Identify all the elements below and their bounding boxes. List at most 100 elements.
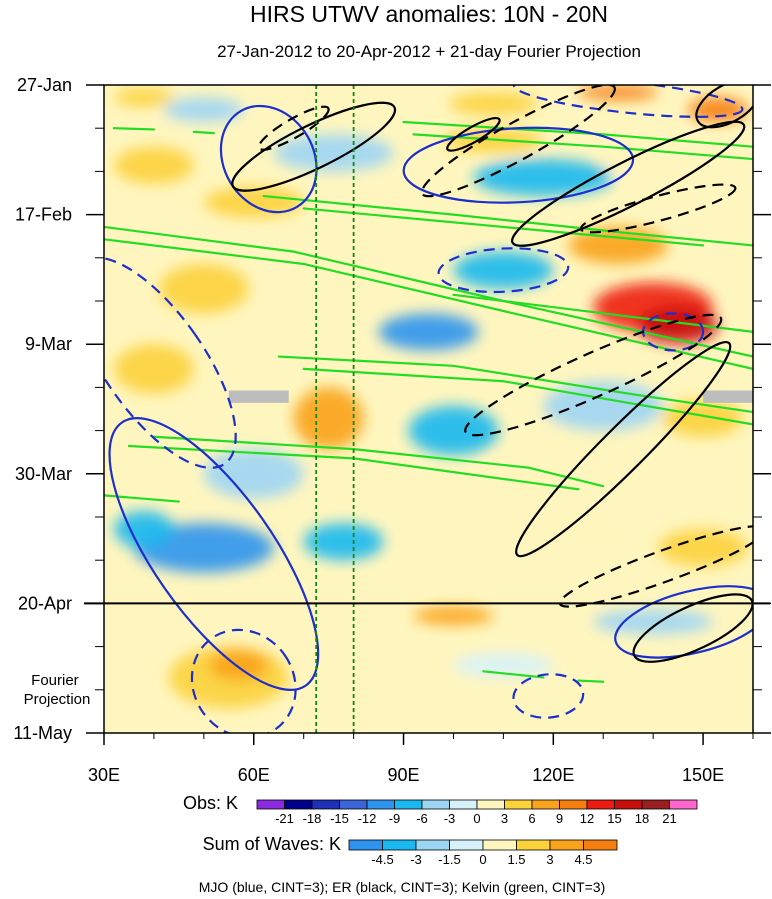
mjo-contour [219,104,318,214]
legend-tick-label: -4.5 [371,852,393,867]
legend-swatch [583,839,618,851]
plot-area [104,85,753,733]
legend-tick-label: -12 [358,811,377,826]
anomaly-patch [453,251,554,289]
legend-tick-label: 4.5 [574,852,592,867]
kelvin-contour [277,355,753,414]
y-tick-label: 20-Apr [18,593,72,613]
anomaly-patch [408,405,499,456]
legend-swatch [311,799,340,810]
legend-tick-label: -6 [416,811,428,826]
chart-title: HIRS UTWV anomalies: 10N - 20N [250,1,608,27]
kelvin-contour [104,225,753,358]
anomaly-patch [208,649,269,681]
y-tick-label: 9-Mar [25,334,72,354]
anomaly-patch [663,399,744,437]
mjo-contour [104,256,237,469]
anomaly-patch [203,186,304,218]
x-tick-label: 150E [682,765,724,785]
legend-tick-label: -18 [303,811,322,826]
anomaly-patch [378,313,479,351]
mjo-contour [437,247,570,294]
legend-swatch [394,799,423,810]
legend-tick-label: -21 [275,811,294,826]
mjo-contour [190,628,297,733]
mjo-contour [614,585,753,659]
anomaly-patch [113,146,194,184]
legend-tick-label: 6 [528,811,535,826]
er-contour [231,101,397,192]
legend-swatch [366,799,395,810]
y-tick-label: 30-Mar [15,464,72,484]
anomaly-field [113,85,749,709]
kelvin-contour [104,238,753,370]
legend-swatch [559,799,588,810]
missing-data-patch [228,390,289,403]
kelvin-contour [402,120,753,148]
anomaly-patch [303,523,384,561]
anomaly-patch [593,609,714,635]
legend-tick-label: -15 [330,811,349,826]
legend-swatch [256,799,285,810]
anomaly-patch [163,97,244,123]
mjo-contour [108,417,320,691]
legend-tick-label: -9 [389,811,401,826]
anomaly-patch [603,140,704,178]
er-contour [632,593,753,663]
legend-swatch [586,799,615,810]
kelvin-contour [577,679,605,683]
missing-data-patch [703,390,753,403]
kelvin-contour [192,130,215,135]
legend-swatch [531,799,560,810]
er-contour [420,85,616,198]
anomaly-patch [453,652,554,678]
legend-tick-label: 15 [607,811,621,826]
er-contour [257,105,330,151]
y-axis: 27-Jan 17-Feb 9-Mar 30-Mar 20-Apr 11-May [13,75,771,743]
legend-swatch [549,839,584,851]
legend-swatch [449,799,478,810]
y-tick-label: 11-May [13,723,72,743]
waves-legend: Sum of Waves: K -4.5 -3 -1.5 0 1.5 3 4.5 [203,834,618,867]
kelvin-contour [302,367,753,426]
anomaly-patch [478,461,579,499]
x-tick-label: 60E [238,765,270,785]
x-tick-label: 30E [88,765,120,785]
kelvin-contour [482,670,545,679]
legend-tick-label: 3 [501,811,508,826]
anomaly-patch [578,85,659,100]
x-axis: 30E 60E 90E 120E 150E [88,733,754,785]
x-tick-label: 90E [388,765,420,785]
er-contour [464,313,723,437]
er-contour [515,341,732,558]
x-tick-label: 120E [532,765,574,785]
legend-label: Obs: K [183,793,238,813]
y-tick-label: 27-Jan [17,75,72,95]
mjo-contours [104,85,753,733]
legend-swatch [504,799,533,810]
legend-tick-label: -3 [410,852,422,867]
legend-tick-label: 12 [580,811,594,826]
er-contour [695,85,753,129]
legend-swatch [348,839,383,851]
er-contour [511,120,746,247]
legend-label: Sum of Waves: K [203,834,341,854]
legend-swatch [382,839,417,851]
legend-tick-label: -1.5 [438,852,460,867]
kelvin-contour [452,293,753,333]
er-contour [579,183,737,234]
er-contour [446,116,501,152]
anomaly-patch [113,88,174,107]
footer-caption: MJO (blue, CINT=3); ER (black, CINT=3); … [199,879,606,895]
er-contours [231,85,753,663]
kelvin-contour [412,133,753,161]
anomaly-patch [158,263,249,314]
legend-tick-label: 1.5 [507,852,525,867]
mjo-contour [512,673,585,719]
kelvin-contour [262,194,753,247]
kelvin-contours [104,120,753,683]
anomaly-patch [658,529,749,567]
kelvin-contour [302,207,705,247]
anomaly-patch [113,344,194,394]
